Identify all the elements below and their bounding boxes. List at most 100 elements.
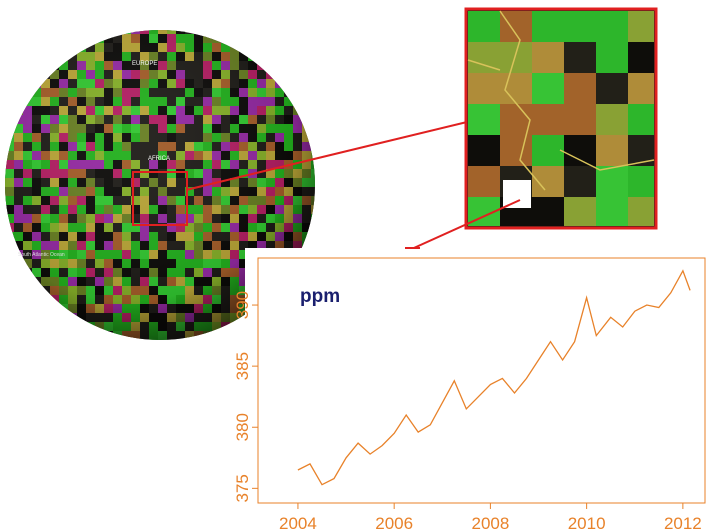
globe-cell: [311, 232, 320, 241]
globe-cell: [302, 34, 311, 43]
globe-cell: [59, 43, 68, 52]
globe-cell: [32, 322, 41, 331]
globe-cell: [23, 88, 32, 97]
globe-cell: [167, 340, 176, 349]
globe-cell: [320, 205, 329, 214]
inset-cell: [500, 42, 532, 73]
globe-cell: [302, 70, 311, 79]
globe-cell: [86, 34, 95, 43]
globe-cell: [5, 331, 14, 340]
globe-label: South Atlantic Ocean: [18, 252, 65, 258]
inset-cell: [500, 135, 532, 166]
globe-cell: [230, 322, 239, 331]
globe-cell: [5, 70, 14, 79]
globe-cell: [23, 79, 32, 88]
globe-cell: [32, 25, 41, 34]
globe-cell: [41, 340, 50, 349]
globe-cell: [320, 214, 329, 223]
annotation: ppm: [300, 286, 340, 307]
globe-cell: [194, 25, 203, 34]
globe-cell: [176, 340, 185, 349]
globe-cell: [68, 340, 77, 349]
globe-cell: [221, 331, 230, 340]
globe-cell: [95, 25, 104, 34]
globe-cell: [284, 79, 293, 88]
globe-cell: [302, 115, 311, 124]
globe-cell: [284, 61, 293, 70]
globe-cell: [32, 52, 41, 61]
globe-cell: [293, 34, 302, 43]
globe-cell: [32, 304, 41, 313]
globe-cell: [5, 313, 14, 322]
globe-cell: [230, 331, 239, 340]
globe-cell: [266, 61, 275, 70]
globe-cell: [113, 25, 122, 34]
globe-cell: [23, 304, 32, 313]
globe-cell: [32, 70, 41, 79]
globe-cell: [50, 43, 59, 52]
inset-cell: [532, 166, 564, 197]
globe-cell: [95, 331, 104, 340]
globe-cell: [23, 52, 32, 61]
globe-cell: [311, 97, 320, 106]
globe-cell: [5, 79, 14, 88]
globe-cell: [311, 43, 320, 52]
globe-cell: [5, 232, 14, 241]
globe-cell: [311, 124, 320, 133]
globe-cell: [5, 124, 14, 133]
globe-cell: [68, 43, 77, 52]
globe-cell: [131, 340, 140, 349]
y-tick-label: 390: [233, 291, 252, 319]
globe-cell: [104, 331, 113, 340]
globe-cell: [77, 34, 86, 43]
globe-cell: [23, 313, 32, 322]
globe-cell: [302, 97, 311, 106]
x-tick-label: 2004: [279, 514, 317, 532]
globe-cell: [14, 322, 23, 331]
globe-cell: [257, 43, 266, 52]
globe-cell: [320, 115, 329, 124]
globe-cell: [77, 331, 86, 340]
globe-cell: [5, 34, 14, 43]
globe-cell: [302, 79, 311, 88]
globe-cell: [23, 277, 32, 286]
globe-cell: [302, 25, 311, 34]
globe-cell: [266, 25, 275, 34]
inset-cell: [532, 197, 564, 228]
globe-cell: [32, 43, 41, 52]
globe-cell: [284, 43, 293, 52]
globe-cell: [50, 52, 59, 61]
globe-cell: [311, 34, 320, 43]
globe-cell: [320, 34, 329, 43]
globe-cell: [5, 295, 14, 304]
inset-cell: [564, 104, 596, 135]
inset-cell: [468, 166, 500, 197]
globe-cell: [50, 322, 59, 331]
globe-cell: [41, 25, 50, 34]
globe-cell: [59, 52, 68, 61]
globe-cell: [212, 340, 221, 349]
globe-cell: [50, 313, 59, 322]
y-tick-label: 385: [233, 352, 252, 380]
globe-cell: [23, 322, 32, 331]
globe-cell: [320, 25, 329, 34]
globe-cell: [302, 61, 311, 70]
globe-cell: [302, 88, 311, 97]
globe-cell: [23, 340, 32, 349]
inset-cell: [532, 104, 564, 135]
globe-cell: [221, 34, 230, 43]
globe-cell: [32, 34, 41, 43]
globe-cell: [311, 70, 320, 79]
globe-cell: [32, 331, 41, 340]
globe-cell: [320, 133, 329, 142]
globe-cell: [68, 331, 77, 340]
inset-cell: [468, 104, 500, 135]
globe-cell: [212, 331, 221, 340]
globe-cell: [41, 322, 50, 331]
globe-cell: [140, 340, 149, 349]
figure: EUROPE AFRICA South Atlantic Ocean ppm 3…: [0, 0, 709, 532]
globe-cell: [275, 43, 284, 52]
globe-cell: [248, 34, 257, 43]
globe-cell: [266, 34, 275, 43]
globe-cell: [41, 61, 50, 70]
